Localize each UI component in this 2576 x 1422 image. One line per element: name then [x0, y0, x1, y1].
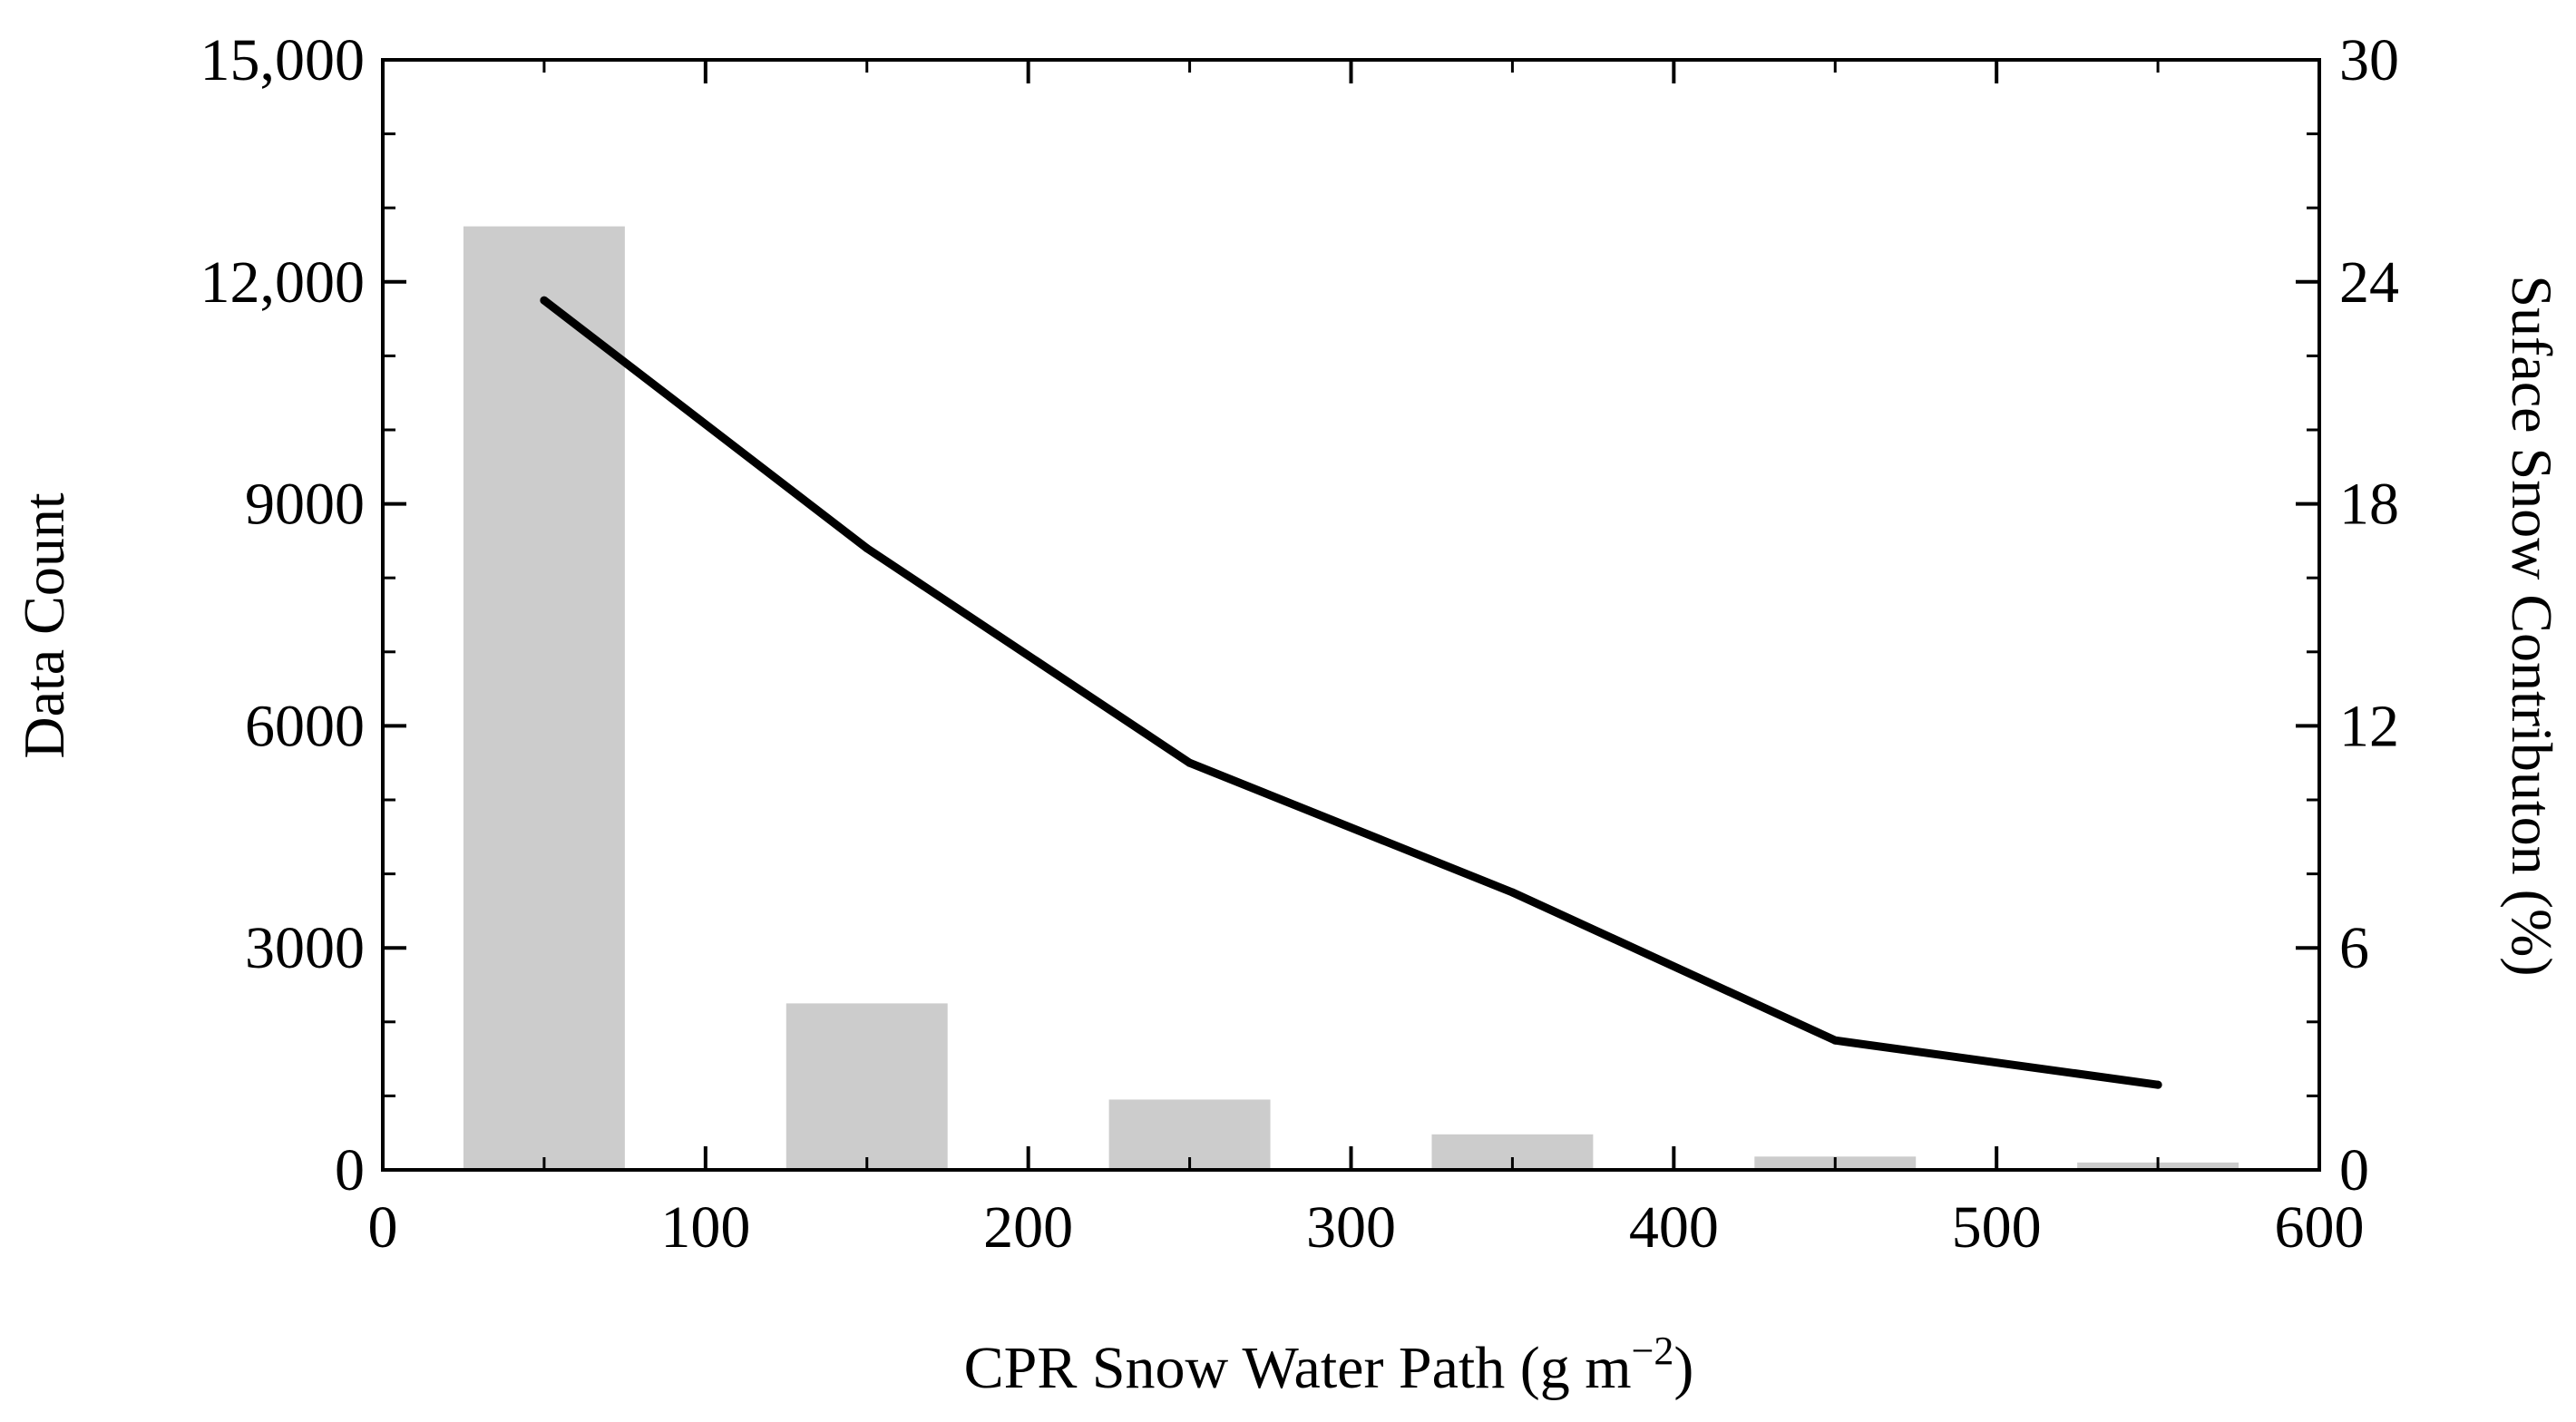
x-tick-label-5: 500: [1952, 1194, 2042, 1261]
line-point-0: [540, 296, 549, 305]
bar-0: [463, 226, 625, 1171]
y2-tick-label-2: 12: [2339, 693, 2399, 759]
bar-1: [785, 1003, 948, 1170]
x-axis-label-sup: −2: [1632, 1329, 1674, 1373]
y2-tick-label-4: 24: [2339, 249, 2399, 316]
line-point-2: [1186, 758, 1195, 767]
y2-tick-label-5: 30: [2339, 27, 2399, 93]
plot-frame: [381, 58, 2321, 1172]
y-axis-label: Data Count: [12, 492, 76, 759]
y-tick-label-5: 15,000: [200, 27, 366, 93]
y2-tick-label-3: 18: [2339, 472, 2399, 538]
y2-axis-label: Suface Snow Contributon (%): [2500, 275, 2564, 976]
x-tick-label-3: 300: [1306, 1194, 1396, 1261]
x-tick-label-6: 600: [2275, 1194, 2365, 1261]
x-axis-label: CPR Snow Water Path (g m−2): [964, 1329, 1694, 1401]
x-tick-label-1: 100: [660, 1194, 750, 1261]
y-tick-label-4: 12,000: [200, 249, 366, 316]
y-tick-label-0: 0: [335, 1137, 365, 1203]
x-axis-label-close: ): [1673, 1335, 1693, 1401]
y-tick-label-1: 3000: [245, 915, 365, 981]
x-tick-label-4: 400: [1629, 1194, 1719, 1261]
ticks-layer: 0 100 200 300 400 500 600030006000900012,00015…: [200, 27, 2400, 1261]
line-point-3: [1508, 888, 1517, 897]
y2-tick-label-1: 6: [2339, 915, 2369, 981]
series-line-1: [540, 296, 2162, 1089]
y-tick-label-2: 6000: [245, 693, 365, 759]
x-tick-label-0: 0: [368, 1194, 398, 1261]
bars-layer: [463, 226, 2239, 1171]
x-axis-label-main: CPR Snow Water Path (g m: [964, 1335, 1632, 1401]
y2-tick-label-0: 0: [2339, 1137, 2369, 1203]
line-layer: [540, 296, 2162, 1089]
line-point-4: [1830, 1036, 1839, 1045]
line-point-1: [863, 544, 872, 553]
line-point-5: [2153, 1080, 2162, 1089]
x-tick-label-2: 200: [983, 1194, 1073, 1261]
y-tick-label-3: 9000: [245, 472, 365, 538]
